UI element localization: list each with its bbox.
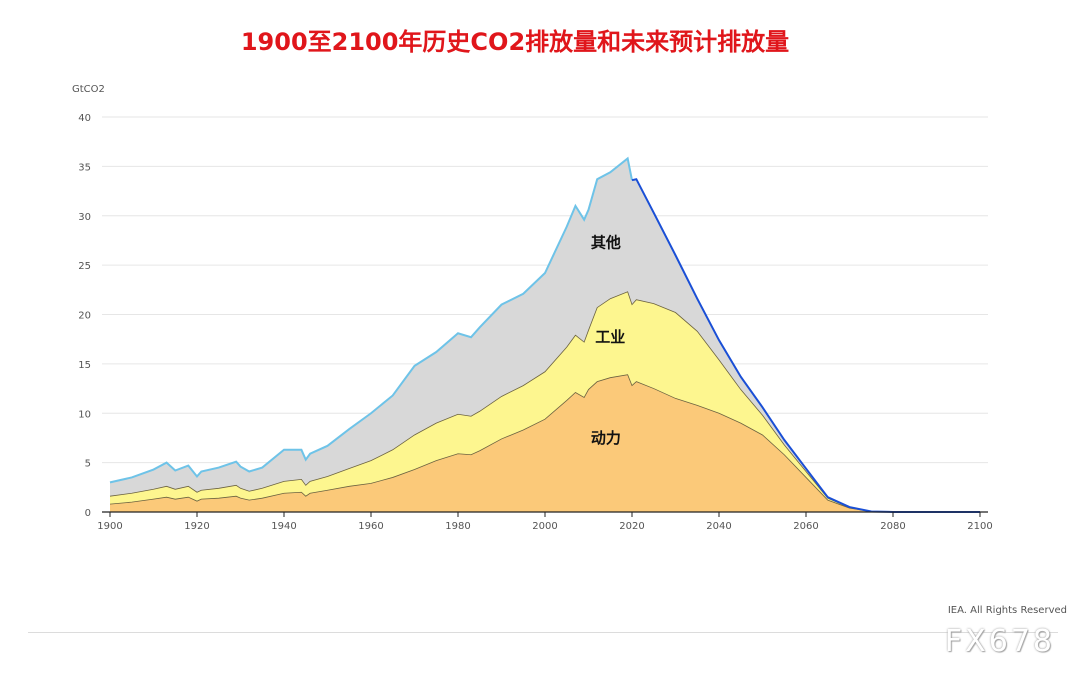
x-tick-label-2000: 2000 [532, 521, 557, 532]
layer-boundary-0 [109, 374, 980, 513]
area-series-0 [110, 374, 980, 512]
area-series-1 [110, 291, 980, 512]
x-tick-label-2020: 2020 [619, 521, 644, 532]
y-axis-label: GtCO2 [72, 84, 105, 95]
x-tick-label-1960: 1960 [358, 521, 383, 532]
watermark-logo: FX678 [944, 624, 1055, 659]
y-tick-label-25: 25 [78, 261, 91, 272]
y-tick-label-30: 30 [78, 212, 91, 223]
stacked-areas [110, 158, 980, 512]
x-tick-label-2040: 2040 [706, 521, 731, 532]
total-historical-line [109, 156, 633, 484]
y-tick-label-5: 5 [85, 459, 91, 470]
x-tick-label-2060: 2060 [793, 521, 818, 532]
series-label-1: 工业 [595, 328, 625, 346]
chart-title: 1900至2100年历史CO2排放量和未来预计排放量 [240, 28, 790, 56]
y-tick-label-35: 35 [78, 162, 91, 173]
x-axis-ticks: 1900 1920 1940 1960 1980 2000 2020 2040 2060 2080… [97, 512, 993, 532]
series-labels: 动力 工业 其他 [591, 233, 625, 447]
copyright-note: IEA. All Rights Reserved [947, 605, 1067, 616]
layer-boundary-1 [109, 291, 980, 513]
area-series-2 [110, 158, 980, 512]
footer-divider [28, 632, 1058, 633]
x-tick-label-2100: 2100 [967, 521, 992, 532]
x-tick-label-1900: 1900 [97, 521, 122, 532]
y-axis-ticks: 0 5 10 15 20 25 30 35 40 [78, 113, 91, 519]
y-tick-label-0: 0 [85, 508, 91, 519]
series-label-0: 动力 [591, 429, 621, 447]
x-tick-label-2080: 2080 [880, 521, 905, 532]
x-tick-label-1940: 1940 [271, 521, 296, 532]
y-tick-label-15: 15 [78, 360, 91, 371]
y-tick-label-10: 10 [78, 409, 91, 420]
y-tick-label-20: 20 [78, 311, 91, 322]
x-tick-label-1920: 1920 [184, 521, 209, 532]
x-tick-label-1980: 1980 [445, 521, 470, 532]
y-tick-label-40: 40 [78, 113, 91, 124]
series-label-2: 其他 [591, 233, 621, 251]
